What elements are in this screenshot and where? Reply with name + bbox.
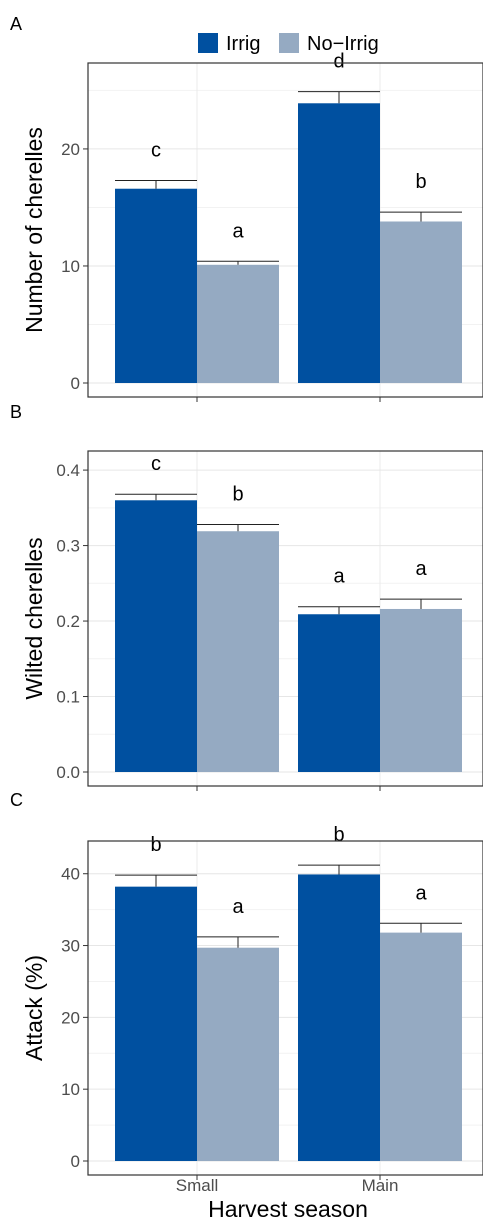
- legend-key-no-irrig: [279, 33, 299, 53]
- chart-panel-A: 0 10 20 c d a b Number of cherelles A: [10, 14, 483, 402]
- bar-no-irrig: [380, 608, 462, 772]
- bar-irrig: [115, 886, 197, 1161]
- y-tick-label: 0.3: [56, 537, 80, 556]
- bar-irrig: [298, 874, 380, 1161]
- bar-no-irrig: [197, 531, 279, 772]
- x-tick-label-main: Main: [362, 1176, 399, 1195]
- y-axis-title: Wilted cherelles: [21, 537, 47, 699]
- chart-panel-C: 0 10 20 30 40 b b a a Attack (%) C: [10, 790, 483, 1180]
- y-tick-label: 20: [61, 1008, 80, 1027]
- bar-no-irrig: [380, 932, 462, 1161]
- y-tick-label: 20: [61, 140, 80, 159]
- legend-key-irrig: [198, 33, 218, 53]
- significance-letter: b: [333, 824, 344, 846]
- panel-label: B: [10, 402, 22, 422]
- significance-letter: c: [151, 140, 161, 162]
- y-tick-label: 0.2: [56, 612, 80, 631]
- panel-border: [87, 62, 483, 398]
- panel-label: C: [10, 790, 23, 810]
- significance-letter: a: [232, 896, 244, 918]
- bar-irrig: [115, 500, 197, 772]
- x-tick-label-small: Small: [176, 1176, 219, 1195]
- legend-label-no-irrig: No−Irrig: [307, 33, 379, 55]
- significance-letter: b: [150, 834, 161, 856]
- significance-letter: d: [333, 51, 344, 73]
- bar-irrig: [298, 614, 380, 772]
- bar-no-irrig: [380, 221, 462, 383]
- y-axis-title: Number of cherelles: [21, 127, 47, 333]
- bar-no-irrig: [197, 947, 279, 1161]
- bar-no-irrig: [197, 264, 279, 383]
- y-tick-label: 0.1: [56, 688, 80, 707]
- x-axis-title: Harvest season: [208, 1196, 368, 1222]
- bar-irrig: [298, 103, 380, 383]
- y-tick-label: 40: [61, 865, 80, 884]
- significance-letter: b: [415, 171, 426, 193]
- panel-border: [87, 840, 483, 1176]
- significance-letter: a: [232, 220, 244, 242]
- legend: Irrig No−Irrig: [198, 33, 379, 55]
- y-tick-label: 0.0: [56, 763, 80, 782]
- y-tick-label: 10: [61, 1080, 80, 1099]
- significance-letter: a: [333, 566, 345, 588]
- panel-label: A: [10, 14, 22, 34]
- y-axis-title: Attack (%): [21, 955, 47, 1061]
- y-tick-label: 0: [71, 1152, 80, 1171]
- significance-letter: a: [415, 558, 427, 580]
- y-tick-label: 0.4: [56, 461, 80, 480]
- y-tick-label: 10: [61, 257, 80, 276]
- y-tick-label: 30: [61, 937, 80, 956]
- legend-label-irrig: Irrig: [226, 33, 260, 55]
- significance-letter: a: [415, 882, 427, 904]
- panel-border: [87, 450, 483, 787]
- chart-panel-B: 0.0 0.1 0.2 0.3 0.4 c a b a Wilted cherelles B: [10, 402, 483, 791]
- significance-letter: b: [232, 483, 243, 505]
- bar-irrig: [115, 188, 197, 383]
- significance-letter: c: [151, 453, 161, 475]
- y-tick-label: 0: [71, 374, 80, 393]
